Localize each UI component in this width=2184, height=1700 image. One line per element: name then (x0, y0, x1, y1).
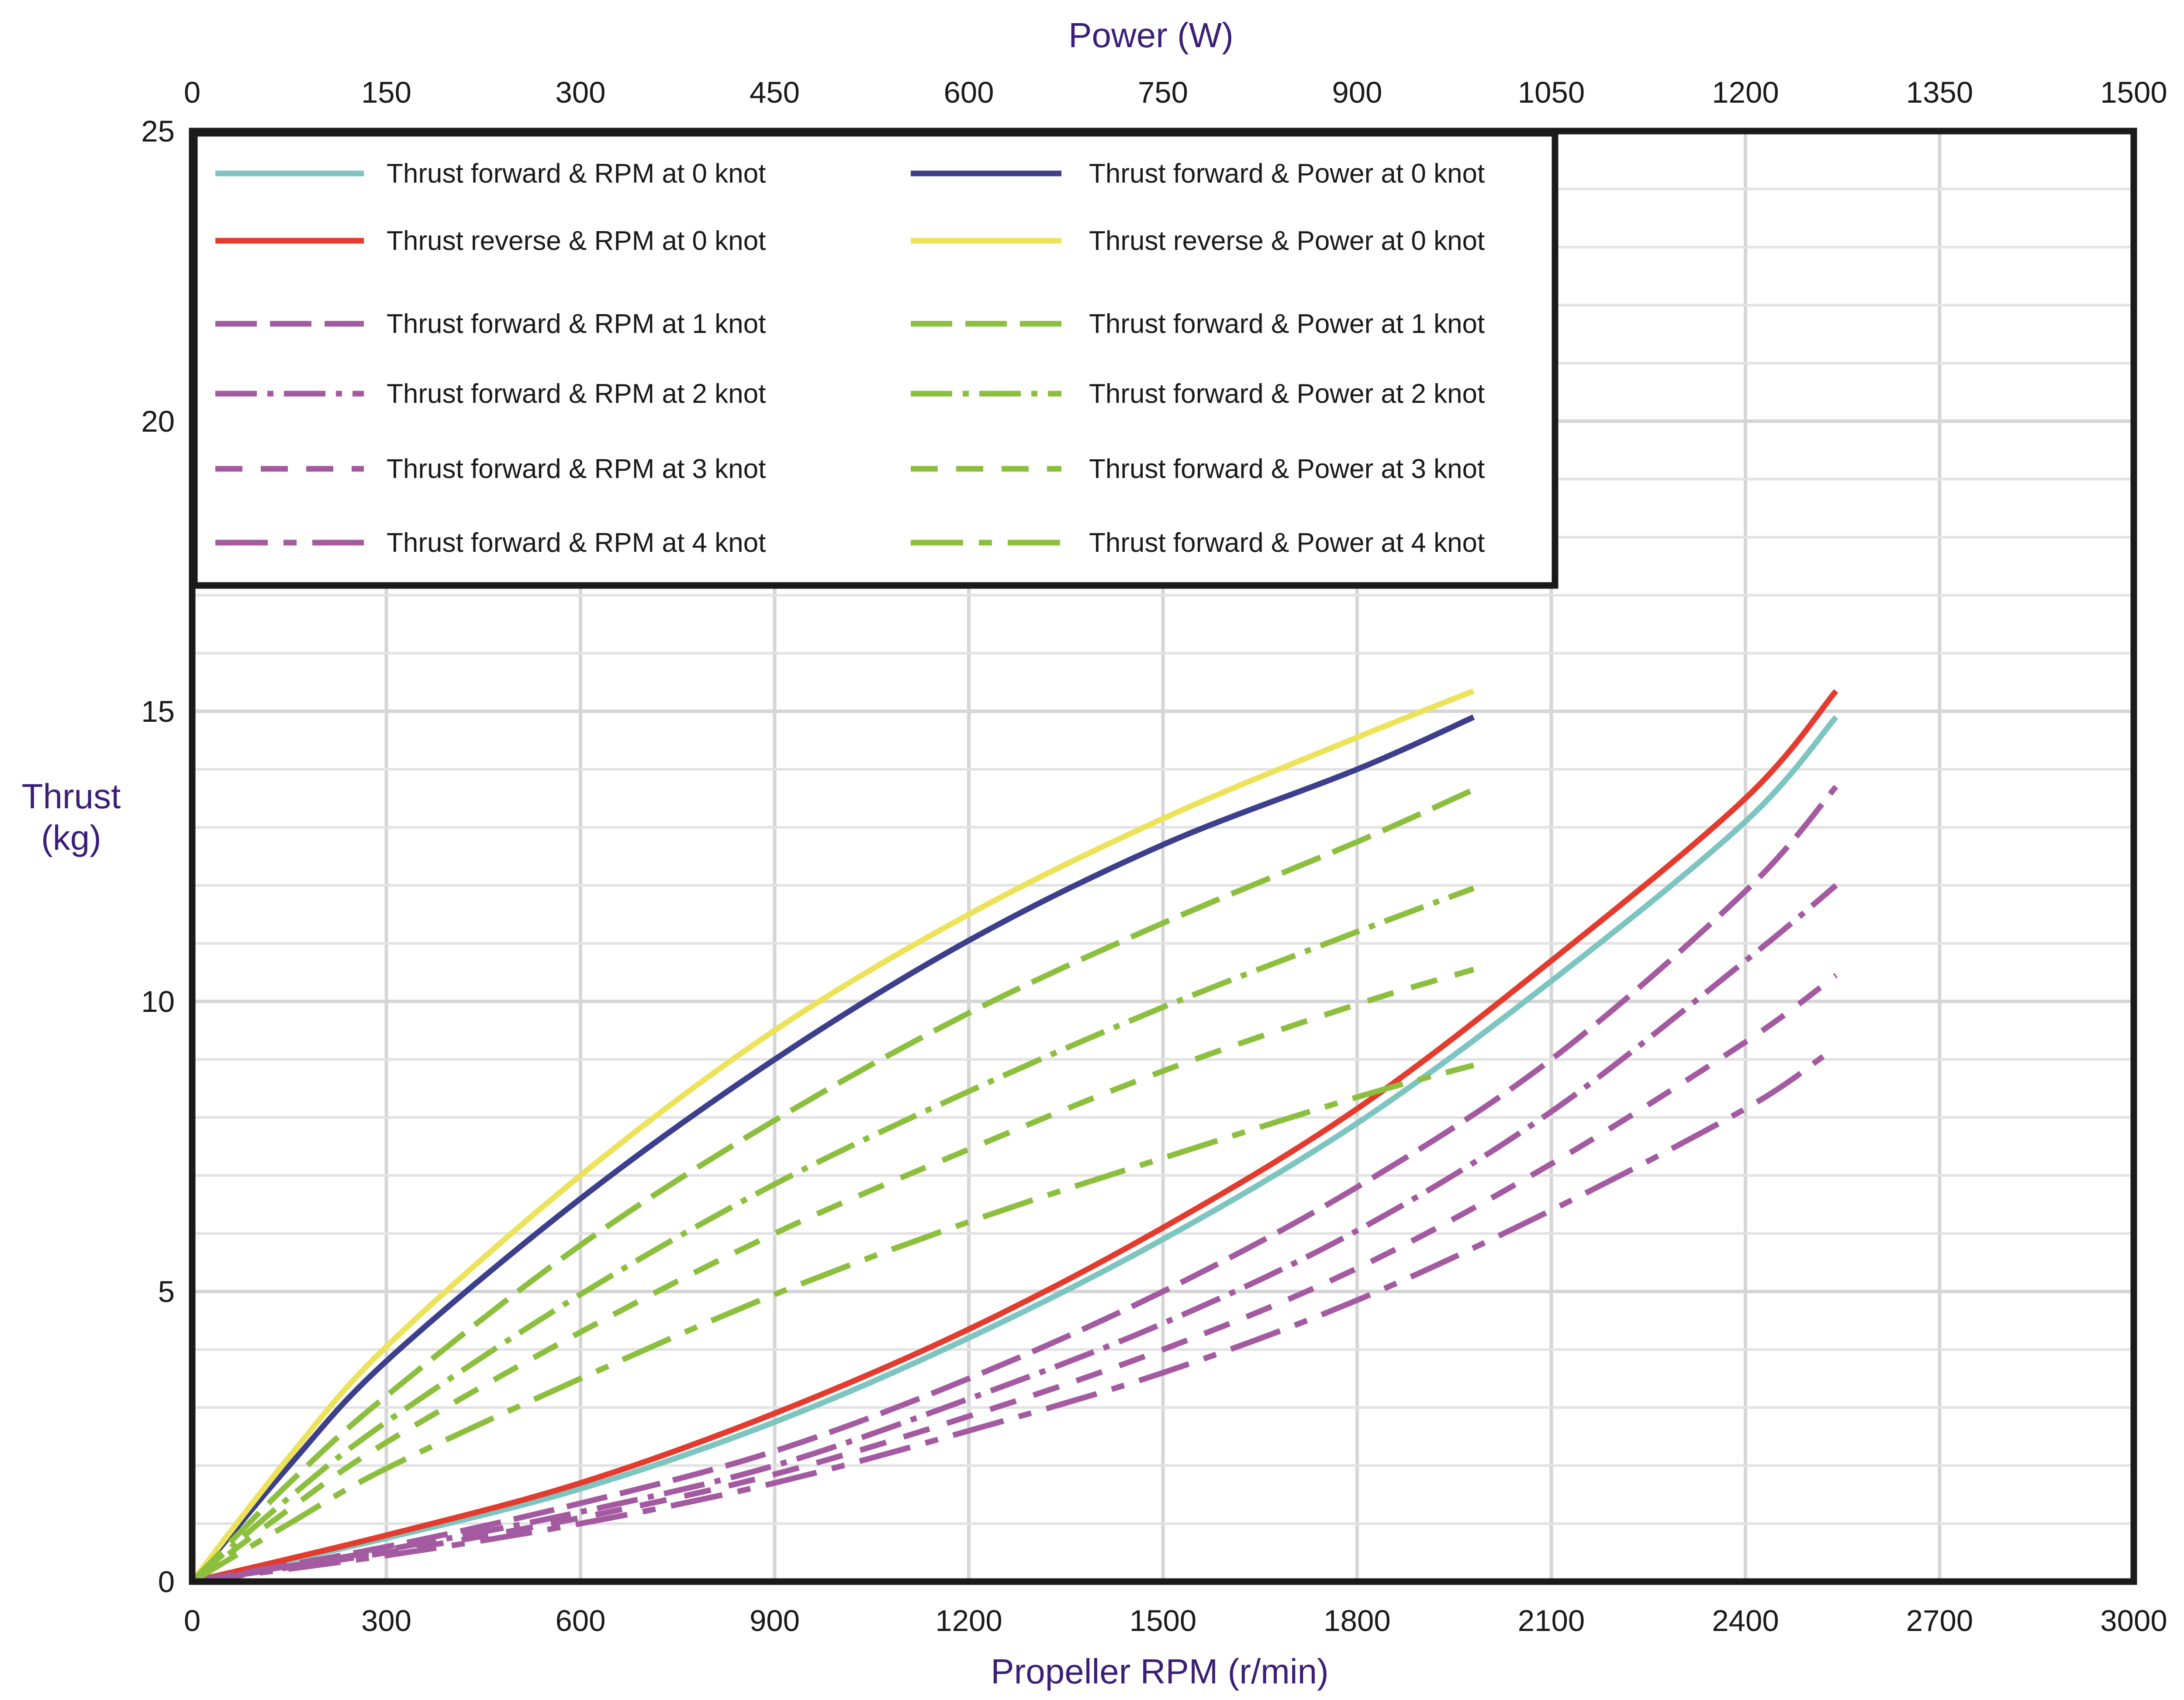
legend-label-power-1: Thrust forward & Power at 0 knot (1089, 159, 1485, 189)
top-tick-label: 1200 (1712, 76, 1779, 109)
series-line-10 (190, 885, 1475, 1584)
y-tick-label: 5 (158, 1275, 175, 1309)
x-tick-label: 2700 (1906, 1604, 1973, 1638)
x-tick-label: 0 (184, 1604, 200, 1638)
series-line-12 (190, 1062, 1475, 1584)
top-tick-label: 750 (1138, 76, 1188, 109)
legend-label-power-5: Thrust forward & Power at 3 knot (1089, 454, 1485, 484)
legend-label-power-4: Thrust forward & Power at 2 knot (1089, 379, 1485, 409)
x-tick-label: 2400 (1712, 1604, 1779, 1638)
top-tick-label: 1350 (1906, 76, 1973, 109)
y-tick-label: 15 (141, 695, 175, 728)
legend-label-rpm-2: Thrust reverse & RPM at 0 knot (387, 226, 766, 256)
legend: Thrust forward & RPM at 0 knot Thrust rev… (191, 130, 1559, 589)
series-line-3 (191, 785, 1838, 1585)
legend-label-power-3: Thrust forward & Power at 1 knot (1089, 309, 1485, 339)
legend-label-rpm-4: Thrust forward & RPM at 2 knot (387, 379, 766, 409)
top-tick-label: 150 (361, 76, 411, 109)
legend-box (191, 130, 1559, 589)
top-tick-label: 450 (750, 76, 800, 109)
x-tick-label: 1800 (1324, 1604, 1391, 1638)
x-tick-label: 1200 (935, 1604, 1002, 1638)
x-tick-label: 3000 (2100, 1604, 2167, 1638)
top-tick-label: 600 (943, 76, 994, 109)
x-tick-label: 600 (555, 1604, 605, 1638)
top-tick-label: 1050 (1518, 76, 1585, 109)
top-tick-label: 0 (184, 76, 200, 109)
top-tick-label: 1500 (2100, 76, 2167, 109)
y-axis-title-line1: Thrust (22, 777, 121, 816)
series-line-8 (190, 688, 1475, 1583)
x-tick-label: 900 (750, 1604, 800, 1638)
series-line-9 (190, 787, 1475, 1584)
series-line-5 (192, 973, 1838, 1585)
series-line-4 (191, 883, 1838, 1585)
x-tick-label: 300 (361, 1604, 411, 1638)
y-tick-label: 25 (141, 114, 175, 148)
y-axis-title-line2: (kg) (41, 818, 101, 857)
series-line-11 (190, 966, 1475, 1584)
top-tick-label: 900 (1332, 76, 1382, 109)
legend-label-power-6: Thrust forward & Power at 4 knot (1089, 528, 1485, 558)
x-axis-title: Propeller RPM (r/min) (991, 1652, 1328, 1691)
series-line-7 (190, 714, 1475, 1584)
series-line-6 (192, 1054, 1825, 1585)
series-line-2 (191, 689, 1838, 1585)
y-tick-label: 20 (141, 405, 175, 438)
legend-label-power-2: Thrust reverse & Power at 0 knot (1089, 226, 1485, 256)
legend-label-rpm-6: Thrust forward & RPM at 4 knot (387, 528, 766, 558)
y-tick-label: 10 (141, 985, 175, 1018)
top-tick-label: 300 (555, 76, 605, 109)
x-tick-label: 1500 (1130, 1604, 1197, 1638)
legend-label-rpm-1: Thrust forward & RPM at 0 knot (387, 159, 766, 189)
series-line-1 (191, 715, 1838, 1585)
legend-label-rpm-5: Thrust forward & RPM at 3 knot (387, 454, 766, 484)
legend-label-rpm-3: Thrust forward & RPM at 1 knot (387, 309, 766, 339)
series-layer (190, 688, 1838, 1585)
y-tick-label: 0 (158, 1565, 175, 1599)
top-axis-title: Power (W) (1068, 16, 1234, 55)
x-tick-label: 2100 (1518, 1604, 1585, 1638)
